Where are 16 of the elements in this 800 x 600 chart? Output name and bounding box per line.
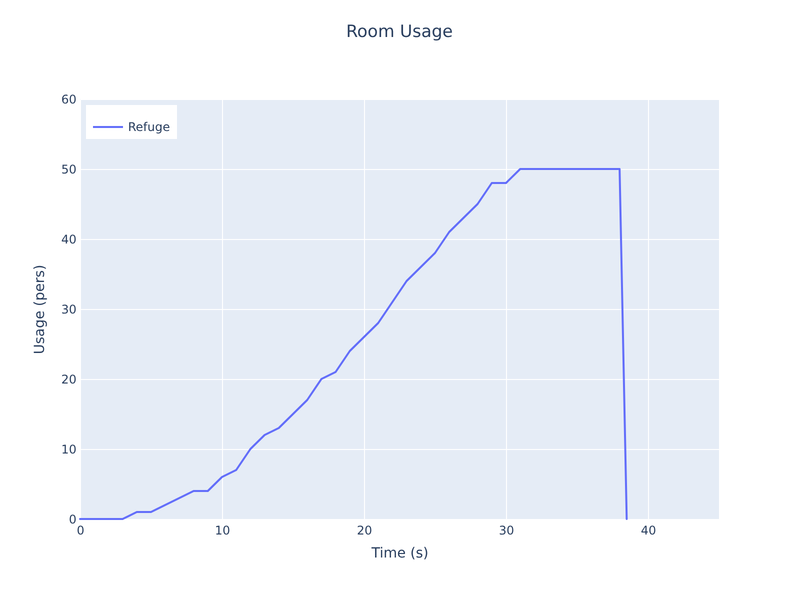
y-axis-title: Usage (pers) [32, 264, 48, 354]
x-tick-label: 30 [498, 524, 514, 538]
y-tick-label: 20 [61, 372, 76, 386]
y-tick-label: 40 [61, 232, 76, 246]
y-tick-label: 60 [61, 92, 76, 106]
y-tick-label: 0 [68, 512, 76, 526]
x-tick-label: 10 [214, 524, 230, 538]
line-series [79, 168, 628, 520]
y-tick-label: 50 [61, 162, 76, 176]
x-axis-title: Time (s) [370, 546, 428, 562]
x-tick-label: 20 [356, 524, 372, 538]
legend-label: Refuge [128, 120, 170, 134]
y-tick-label: 30 [61, 302, 76, 316]
y-tick-label: 10 [61, 442, 76, 456]
chart-title: Room Usage [346, 22, 453, 42]
x-tick-label: 40 [640, 524, 656, 538]
